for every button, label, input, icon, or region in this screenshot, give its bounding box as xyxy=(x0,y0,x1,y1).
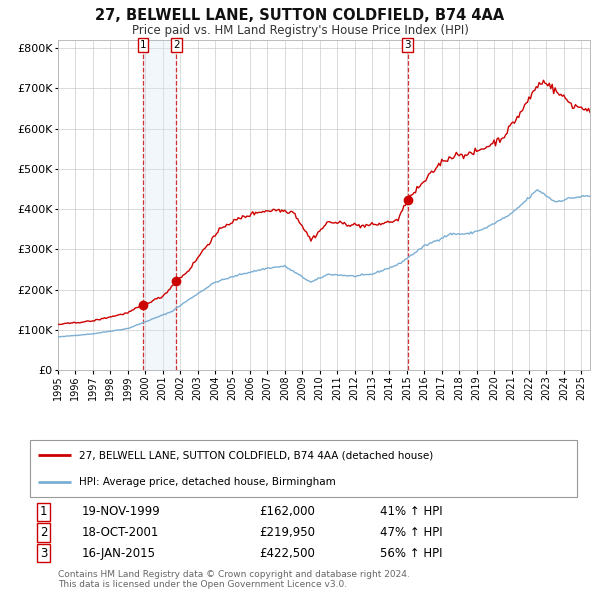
Text: Contains HM Land Registry data © Crown copyright and database right 2024.: Contains HM Land Registry data © Crown c… xyxy=(58,570,410,579)
Text: 3: 3 xyxy=(404,40,411,50)
Text: 3: 3 xyxy=(40,547,47,560)
Text: 27, BELWELL LANE, SUTTON COLDFIELD, B74 4AA: 27, BELWELL LANE, SUTTON COLDFIELD, B74 … xyxy=(95,8,505,23)
Text: 41% ↑ HPI: 41% ↑ HPI xyxy=(380,505,443,518)
Text: 2: 2 xyxy=(40,526,47,539)
Text: This data is licensed under the Open Government Licence v3.0.: This data is licensed under the Open Gov… xyxy=(58,580,347,589)
Text: £219,950: £219,950 xyxy=(260,526,316,539)
Text: 1: 1 xyxy=(140,40,146,50)
Text: 18-OCT-2001: 18-OCT-2001 xyxy=(82,526,160,539)
Text: 16-JAN-2015: 16-JAN-2015 xyxy=(82,547,156,560)
FancyBboxPatch shape xyxy=(30,440,577,497)
Text: HPI: Average price, detached house, Birmingham: HPI: Average price, detached house, Birm… xyxy=(79,477,336,487)
Text: 56% ↑ HPI: 56% ↑ HPI xyxy=(380,547,443,560)
Text: £422,500: £422,500 xyxy=(260,547,316,560)
Text: Price paid vs. HM Land Registry's House Price Index (HPI): Price paid vs. HM Land Registry's House … xyxy=(131,24,469,37)
Text: 2: 2 xyxy=(173,40,180,50)
Text: 27, BELWELL LANE, SUTTON COLDFIELD, B74 4AA (detached house): 27, BELWELL LANE, SUTTON COLDFIELD, B74 … xyxy=(79,450,433,460)
Text: 1: 1 xyxy=(40,505,47,518)
Text: 19-NOV-1999: 19-NOV-1999 xyxy=(82,505,161,518)
Text: £162,000: £162,000 xyxy=(260,505,316,518)
Bar xyxy=(143,40,176,370)
Text: 47% ↑ HPI: 47% ↑ HPI xyxy=(380,526,443,539)
